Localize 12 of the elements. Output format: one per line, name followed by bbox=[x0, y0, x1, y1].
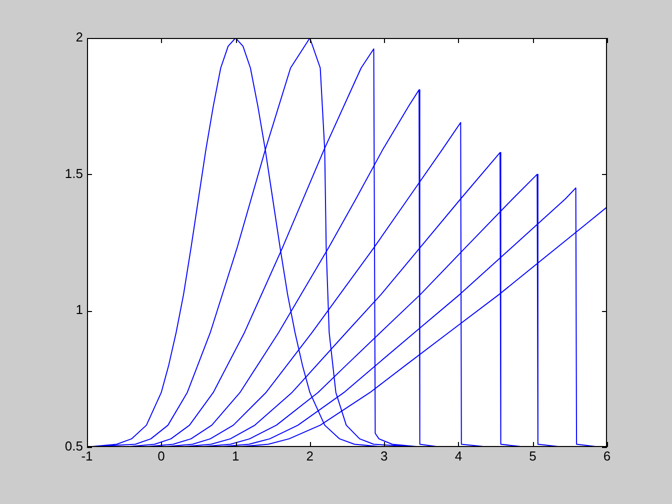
y-tick-label: 0.5 bbox=[64, 438, 83, 454]
x-tick-label: 4 bbox=[454, 448, 462, 464]
x-tick-label: 3 bbox=[380, 448, 388, 464]
x-tick-label: 0 bbox=[158, 448, 165, 464]
x-tick-label: 2 bbox=[306, 448, 314, 464]
x-tick-label: 5 bbox=[529, 448, 536, 464]
y-tick-label: 1.5 bbox=[64, 166, 83, 181]
x-tick-label: -1 bbox=[81, 448, 93, 464]
y-tick-label: 2 bbox=[76, 30, 83, 45]
x-tick-label: 1 bbox=[232, 448, 240, 464]
y-tick-label: 1 bbox=[76, 302, 83, 318]
x-tick-label: 6 bbox=[603, 448, 611, 464]
